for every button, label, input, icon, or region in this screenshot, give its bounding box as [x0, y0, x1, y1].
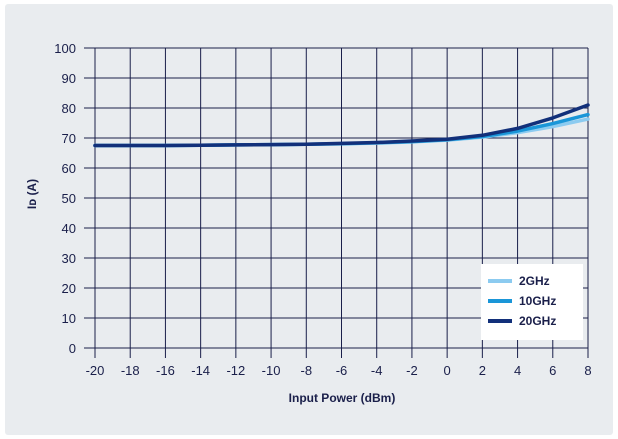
y-tick-label: 80 — [62, 101, 76, 116]
y-tick-label: 90 — [62, 71, 76, 86]
y-tick-label: 40 — [62, 221, 76, 236]
legend: 2GHz 10GHz 20GHz — [481, 264, 583, 340]
legend-label-2ghz: 2GHz — [519, 274, 550, 288]
x-tick-label: 0 — [444, 363, 451, 378]
x-tick-label: -14 — [191, 363, 210, 378]
series-lines — [93, 103, 590, 148]
y-tick-labels: 0 10 20 30 40 50 60 70 80 90 100 — [54, 41, 76, 356]
y-tick-label: 10 — [62, 311, 76, 326]
x-tick-label: -8 — [301, 363, 313, 378]
y-tick-label: 70 — [62, 131, 76, 146]
y-tick-label: 0 — [69, 341, 76, 356]
x-axis-title: Input Power (dBm) — [289, 391, 396, 405]
x-tick-label: -2 — [406, 363, 418, 378]
grid — [84, 47, 589, 358]
y-tick-label: 20 — [62, 281, 76, 296]
x-tick-labels: -20 -18 -16 -14 -12 -10 -8 -6 -4 -2 0 2 4 6 8 — [86, 363, 592, 378]
legend-label-10ghz: 10GHz — [519, 294, 556, 308]
x-tick-label: 8 — [584, 363, 591, 378]
x-tick-label: 6 — [549, 363, 556, 378]
y-axis-title: Iᴅ (A) — [25, 179, 39, 209]
series-line-20ghz — [93, 103, 590, 148]
x-tick-label: -20 — [86, 363, 105, 378]
x-tick-label: -4 — [371, 363, 383, 378]
chart-panel — [5, 4, 613, 435]
y-tick-label: 50 — [62, 191, 76, 206]
y-tick-label: 30 — [62, 251, 76, 266]
x-tick-label: -16 — [156, 363, 175, 378]
y-tick-label: 60 — [62, 161, 76, 176]
y-tick-label: 100 — [54, 41, 76, 56]
x-tick-label: 4 — [514, 363, 521, 378]
x-tick-label: -6 — [336, 363, 348, 378]
x-tick-label: -10 — [262, 363, 281, 378]
x-tick-label: -12 — [226, 363, 245, 378]
x-tick-label: -18 — [121, 363, 140, 378]
legend-label-20ghz: 20GHz — [519, 314, 556, 328]
x-tick-label: 2 — [479, 363, 486, 378]
